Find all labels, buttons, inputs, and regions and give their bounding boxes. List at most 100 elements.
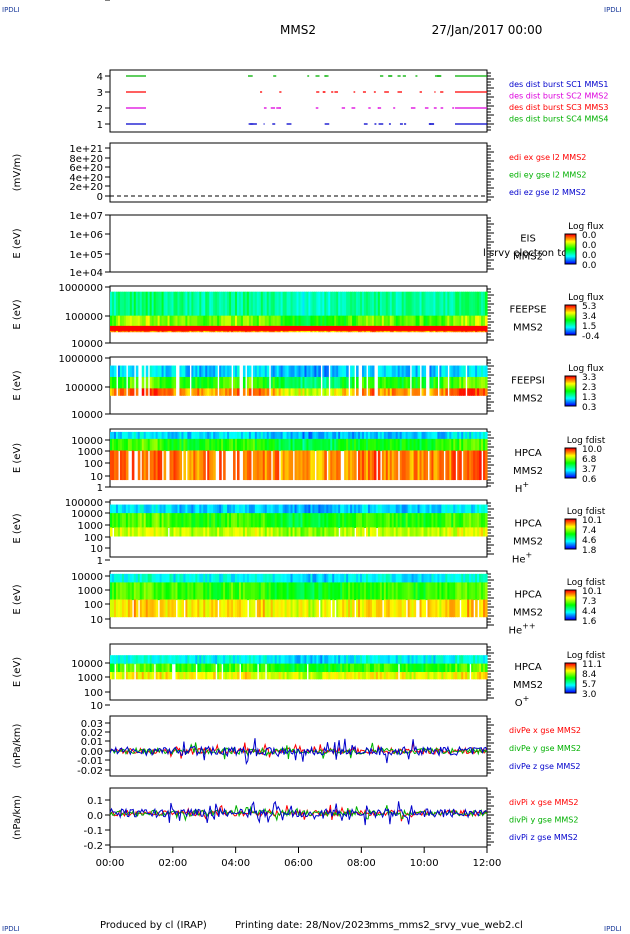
- colorbar-swatch: [565, 333, 576, 335]
- ytick-label: 8e+20: [69, 154, 103, 165]
- spectrogram-cell: [274, 291, 278, 317]
- spectrogram-cell: [203, 663, 206, 673]
- spectrogram-cell: [306, 431, 310, 440]
- spectrogram-cell: [252, 388, 256, 396]
- spectrogram-cell: [441, 438, 444, 452]
- colorbar-swatch: [565, 244, 576, 246]
- spectrogram-cell: [110, 599, 113, 618]
- spectrogram-cell: [451, 315, 454, 327]
- spectrogram-cell: [417, 582, 421, 601]
- spectrogram-cell: [334, 672, 337, 680]
- spectrogram-cell: [322, 450, 325, 481]
- spectrogram-cell: [268, 431, 272, 440]
- spectrogram-cell: [322, 504, 325, 514]
- spectrogram-cell: [131, 376, 135, 389]
- spectrogram-cell: [141, 365, 145, 378]
- spectrogram-cell: [361, 573, 365, 583]
- spectrogram-cell: [459, 376, 462, 389]
- colorbar-swatch: [565, 456, 576, 458]
- spectrogram-cell: [387, 513, 391, 528]
- spectrogram-cell: [334, 513, 337, 528]
- spectrogram-cell: [403, 672, 407, 680]
- instrument-name: EIS: [520, 234, 536, 245]
- spectrogram-cell: [296, 527, 300, 537]
- spectrogram-cell: [177, 582, 181, 601]
- spectrogram-cell: [169, 431, 173, 440]
- spectrogram-cell: [433, 438, 437, 452]
- spectrogram-cell: [270, 573, 274, 583]
- spectrogram-cell: [397, 599, 401, 618]
- colorbar-tick: 0.0: [582, 231, 597, 241]
- panel-frame: [109, 787, 488, 848]
- spectrogram-cell: [308, 315, 312, 327]
- spectrogram-cell: [223, 527, 226, 537]
- colorbar-swatch: [565, 676, 576, 678]
- spectrogram-cell: [379, 431, 383, 440]
- spectrogram-cell: [411, 582, 415, 601]
- spectrogram-cell: [387, 504, 391, 514]
- spectrogram-cell: [141, 450, 145, 481]
- spectrogram-cell: [209, 431, 212, 440]
- spectrogram-cell: [395, 431, 399, 440]
- colorbar-swatch: [565, 380, 576, 382]
- ylabel: (nPa/km): [12, 795, 23, 840]
- spectrogram-cell: [145, 582, 149, 601]
- spectrogram-cell: [211, 450, 214, 481]
- spectrogram-cell: [485, 573, 488, 583]
- spectrogram-cell: [223, 388, 226, 396]
- spectrogram-cell: [173, 365, 177, 378]
- spectrogram-cell: [324, 672, 327, 680]
- spectrogram-cell: [286, 573, 290, 583]
- spectrogram-cell: [383, 450, 387, 481]
- spectrogram-cell: [367, 527, 371, 537]
- spectrogram-cell: [485, 672, 488, 680]
- spectrogram-cell: [157, 663, 161, 673]
- spectrogram-cell: [227, 504, 230, 514]
- spectrogram-cell: [363, 582, 367, 601]
- spectrogram-cell: [318, 672, 321, 680]
- spectrogram-cell: [231, 527, 234, 537]
- xtick-label: 10:00: [410, 858, 439, 869]
- spectrogram-cell: [314, 655, 317, 665]
- spectrogram-cell: [256, 599, 260, 618]
- spectrogram-cell: [256, 315, 260, 327]
- spectrogram-cell: [242, 291, 246, 317]
- spectrogram-cell: [110, 663, 113, 673]
- colorbar-swatch: [565, 687, 576, 689]
- spectrogram-cell: [129, 655, 133, 665]
- spectrogram-cell: [312, 513, 315, 528]
- spectrogram-cell: [429, 599, 433, 618]
- spectrogram-cell: [461, 527, 464, 537]
- spectrogram-cell: [205, 431, 208, 440]
- spectrogram-cell: [155, 582, 159, 601]
- spectrogram-cell: [459, 573, 462, 583]
- spectrogram-cell: [213, 527, 216, 537]
- spectrogram-cell: [403, 438, 407, 452]
- spectrogram-cell: [298, 655, 302, 665]
- spectrogram-cell: [326, 438, 329, 452]
- spectrogram-cell: [113, 291, 117, 317]
- spectrogram-cell: [278, 504, 282, 514]
- spectrogram-cell: [469, 513, 472, 528]
- spectrogram-cell: [113, 504, 117, 514]
- spectrogram-cell: [235, 291, 238, 317]
- spectrogram-cell: [471, 573, 474, 583]
- spectrogram-cell: [256, 376, 260, 389]
- ylabel: E (eV): [12, 228, 23, 258]
- spectrogram-cell: [411, 672, 415, 680]
- spectrogram-cell: [127, 376, 131, 389]
- spectrogram-cell: [276, 527, 280, 537]
- spectrogram-cell: [361, 527, 365, 537]
- spectrogram-cell: [252, 315, 256, 327]
- spectrogram-cell: [318, 527, 321, 537]
- spectrogram-cell: [413, 599, 417, 618]
- spectrogram-cell: [453, 599, 456, 618]
- spectrogram-cell: [225, 438, 228, 452]
- spectrogram-cell: [477, 663, 480, 673]
- spectrogram-cell: [324, 663, 327, 673]
- spectrogram-cell: [397, 365, 401, 378]
- spectrogram-cell: [211, 315, 214, 327]
- spectrogram-cell: [338, 376, 341, 389]
- spectrogram-cell: [401, 376, 405, 389]
